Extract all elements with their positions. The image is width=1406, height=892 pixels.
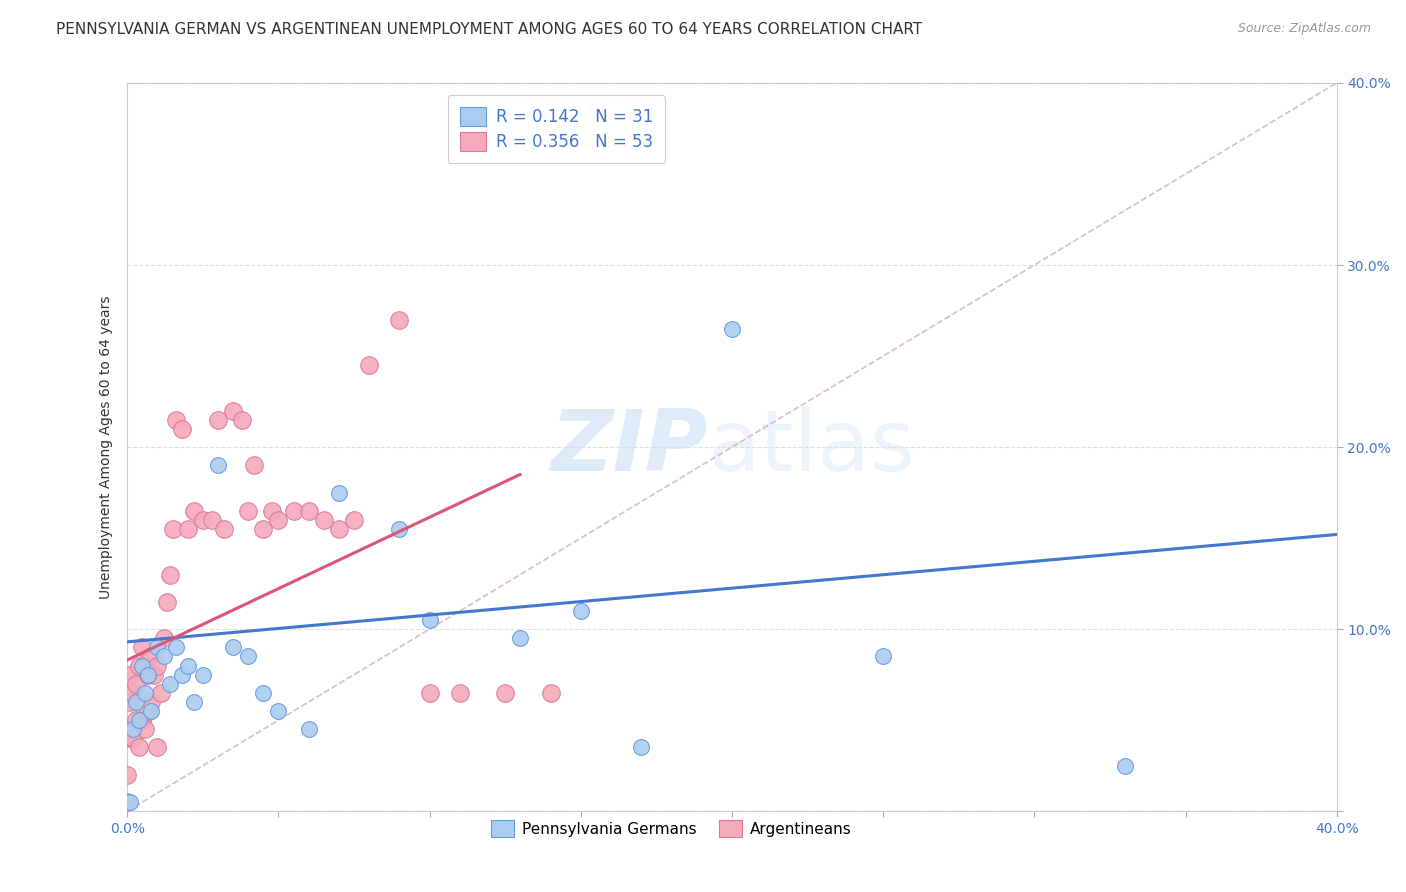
Point — [149, 686, 172, 700]
Point — [165, 413, 187, 427]
Legend: Pennsylvania Germans, Argentineans: Pennsylvania Germans, Argentineans — [485, 814, 858, 844]
Point — [298, 504, 321, 518]
Point — [569, 604, 592, 618]
Point — [222, 640, 245, 655]
Point — [212, 522, 235, 536]
Point — [231, 413, 253, 427]
Point — [267, 704, 290, 718]
Text: PENNSYLVANIA GERMAN VS ARGENTINEAN UNEMPLOYMENT AMONG AGES 60 TO 64 YEARS CORREL: PENNSYLVANIA GERMAN VS ARGENTINEAN UNEMP… — [56, 22, 922, 37]
Point — [1114, 758, 1136, 772]
Point — [138, 667, 160, 681]
Point — [159, 567, 181, 582]
Point — [117, 731, 139, 746]
Point — [165, 640, 187, 655]
Point — [138, 667, 160, 681]
Point — [388, 522, 411, 536]
Point — [122, 686, 145, 700]
Point — [120, 667, 142, 681]
Point — [388, 312, 411, 326]
Point — [131, 713, 153, 727]
Point — [162, 522, 184, 536]
Y-axis label: Unemployment Among Ages 60 to 64 years: Unemployment Among Ages 60 to 64 years — [100, 295, 114, 599]
Point — [238, 504, 260, 518]
Text: ZIP: ZIP — [550, 406, 707, 489]
Point — [134, 723, 156, 737]
Point — [191, 513, 214, 527]
Point — [177, 522, 200, 536]
Point — [122, 731, 145, 746]
Point — [201, 513, 224, 527]
Point — [328, 522, 350, 536]
Point — [207, 458, 229, 473]
Point — [120, 795, 142, 809]
Point — [131, 658, 153, 673]
Point — [117, 795, 139, 809]
Point — [128, 658, 150, 673]
Point — [721, 322, 744, 336]
Point — [359, 358, 381, 372]
Point — [872, 649, 894, 664]
Point — [146, 640, 169, 655]
Point — [141, 649, 163, 664]
Point — [170, 667, 193, 681]
Point — [141, 704, 163, 718]
Point — [125, 677, 148, 691]
Point — [143, 667, 166, 681]
Point — [152, 649, 174, 664]
Point — [138, 704, 160, 718]
Point — [494, 686, 516, 700]
Point — [207, 413, 229, 427]
Text: Source: ZipAtlas.com: Source: ZipAtlas.com — [1237, 22, 1371, 36]
Point — [120, 695, 142, 709]
Point — [141, 695, 163, 709]
Point — [252, 522, 274, 536]
Point — [159, 677, 181, 691]
Point — [509, 631, 531, 645]
Point — [146, 740, 169, 755]
Point — [267, 513, 290, 527]
Point — [328, 485, 350, 500]
Point — [183, 504, 205, 518]
Point — [131, 640, 153, 655]
Point — [128, 713, 150, 727]
Point — [117, 768, 139, 782]
Point — [122, 723, 145, 737]
Point — [283, 504, 305, 518]
Point — [125, 695, 148, 709]
Point — [222, 403, 245, 417]
Point — [134, 658, 156, 673]
Point — [238, 649, 260, 664]
Point — [419, 613, 441, 627]
Point — [252, 686, 274, 700]
Point — [125, 713, 148, 727]
Point — [177, 658, 200, 673]
Text: atlas: atlas — [707, 406, 915, 489]
Point — [128, 740, 150, 755]
Point — [343, 513, 366, 527]
Point — [155, 595, 177, 609]
Point — [262, 504, 284, 518]
Point — [419, 686, 441, 700]
Point — [630, 740, 652, 755]
Point — [183, 695, 205, 709]
Point — [146, 658, 169, 673]
Point — [540, 686, 562, 700]
Point — [134, 686, 156, 700]
Point — [449, 686, 471, 700]
Point — [152, 631, 174, 645]
Point — [191, 667, 214, 681]
Point — [298, 723, 321, 737]
Point — [243, 458, 266, 473]
Point — [312, 513, 335, 527]
Point — [170, 422, 193, 436]
